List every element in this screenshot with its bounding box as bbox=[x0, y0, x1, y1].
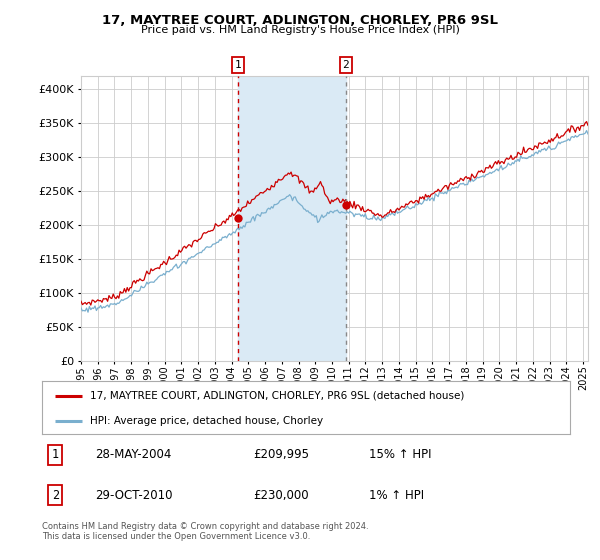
Text: 28-MAY-2004: 28-MAY-2004 bbox=[95, 448, 171, 461]
Text: 1: 1 bbox=[235, 60, 242, 70]
Text: £209,995: £209,995 bbox=[253, 448, 309, 461]
Text: 1% ↑ HPI: 1% ↑ HPI bbox=[370, 489, 424, 502]
Text: 17, MAYTREE COURT, ADLINGTON, CHORLEY, PR6 9SL (detached house): 17, MAYTREE COURT, ADLINGTON, CHORLEY, P… bbox=[89, 391, 464, 401]
Bar bbox=[238, 76, 346, 361]
Text: 1: 1 bbox=[52, 448, 59, 461]
Text: Contains HM Land Registry data © Crown copyright and database right 2024.
This d: Contains HM Land Registry data © Crown c… bbox=[42, 522, 368, 542]
Text: HPI: Average price, detached house, Chorley: HPI: Average price, detached house, Chor… bbox=[89, 416, 323, 426]
Text: 2: 2 bbox=[343, 60, 349, 70]
Text: 17, MAYTREE COURT, ADLINGTON, CHORLEY, PR6 9SL: 17, MAYTREE COURT, ADLINGTON, CHORLEY, P… bbox=[102, 14, 498, 27]
Text: 29-OCT-2010: 29-OCT-2010 bbox=[95, 489, 172, 502]
Text: Price paid vs. HM Land Registry's House Price Index (HPI): Price paid vs. HM Land Registry's House … bbox=[140, 25, 460, 35]
Text: 15% ↑ HPI: 15% ↑ HPI bbox=[370, 448, 432, 461]
Text: 2: 2 bbox=[52, 489, 59, 502]
Text: £230,000: £230,000 bbox=[253, 489, 309, 502]
